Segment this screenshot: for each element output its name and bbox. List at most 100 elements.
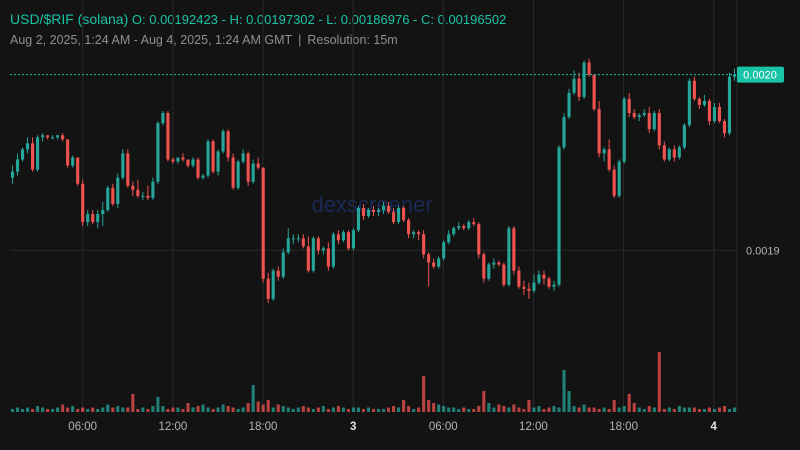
volume-bar — [602, 407, 606, 412]
candle — [256, 163, 260, 168]
volume-bar — [497, 404, 501, 412]
candle — [271, 270, 275, 299]
volume-bar — [627, 394, 631, 412]
volume-bar — [547, 407, 551, 412]
candle — [427, 254, 431, 263]
volume-bar — [196, 406, 200, 412]
candle — [692, 80, 696, 99]
candle — [341, 232, 345, 241]
candle — [407, 220, 411, 235]
volume-bar — [442, 406, 446, 412]
volume-bar — [527, 400, 531, 412]
chart-subheader: Aug 2, 2025, 1:24 AM - Aug 4, 2025, 1:24… — [10, 33, 398, 47]
candle — [557, 147, 561, 285]
volume-bar — [231, 407, 235, 412]
volume-bar — [271, 407, 275, 412]
volume-bar — [316, 407, 320, 412]
candle — [537, 274, 541, 283]
volume-bar — [587, 407, 591, 412]
volume-bar — [727, 409, 732, 412]
volume-bar — [351, 407, 355, 412]
volume-bar — [161, 406, 165, 412]
volume-bar — [111, 407, 115, 412]
x-tick-label: 12:00 — [519, 421, 548, 433]
candle — [56, 135, 60, 138]
volume-bar — [617, 407, 621, 412]
candle — [76, 157, 80, 184]
volume-bar — [467, 409, 471, 412]
volume-bar — [101, 407, 105, 412]
candle — [311, 238, 315, 271]
resolution-label[interactable]: Resolution: 15m — [307, 33, 398, 47]
candle — [562, 117, 566, 148]
volume-bar — [41, 407, 45, 412]
candle — [346, 232, 350, 249]
volume-bar — [482, 391, 486, 412]
volume-bar — [592, 407, 596, 412]
candle — [657, 113, 661, 146]
volume-bar — [637, 407, 641, 412]
volume-bars — [10, 352, 737, 412]
candle — [116, 177, 120, 204]
volume-bar — [61, 404, 65, 412]
candle — [447, 234, 451, 243]
volume-bar — [652, 407, 656, 412]
candle — [291, 238, 295, 240]
candle — [442, 242, 446, 259]
volume-bar — [341, 407, 345, 412]
volume-bar — [326, 409, 330, 412]
candle — [151, 181, 155, 198]
candle — [316, 238, 320, 251]
volume-bar — [366, 407, 371, 412]
candle — [667, 149, 671, 160]
volume-bar — [216, 407, 220, 412]
volume-bar — [121, 407, 125, 412]
candle — [101, 210, 105, 215]
candle — [492, 262, 496, 265]
volume-bar — [562, 370, 566, 412]
volume-bar — [452, 407, 456, 412]
volume-bar — [211, 409, 215, 412]
candle — [502, 264, 506, 285]
volume-bar — [281, 406, 285, 412]
candle — [392, 212, 396, 223]
volume-bar — [276, 404, 280, 412]
candle — [687, 80, 691, 126]
y-tick-label: 0.0019 — [746, 245, 780, 257]
candle — [131, 185, 135, 190]
volume-bar — [542, 409, 546, 412]
volume-bar — [286, 407, 290, 412]
candle — [156, 123, 160, 182]
candle — [216, 151, 220, 172]
candle — [276, 270, 280, 277]
volume-bar — [537, 406, 541, 412]
candle — [552, 284, 556, 287]
candle — [206, 141, 210, 176]
candle — [642, 113, 646, 116]
candles — [10, 58, 737, 303]
candle — [106, 187, 110, 210]
last-price-marker: 0.0020 — [10, 66, 784, 83]
candle — [432, 262, 436, 267]
candle — [412, 232, 416, 235]
volume-bar — [687, 407, 691, 412]
volume-bar — [131, 394, 135, 412]
volume-bar — [492, 407, 496, 412]
candle — [281, 252, 285, 277]
candle — [296, 238, 300, 240]
candle — [607, 149, 611, 170]
volume-bar — [376, 409, 381, 412]
candle — [482, 254, 486, 279]
volume-bar — [261, 404, 265, 412]
time-range: Aug 2, 2025, 1:24 AM - Aug 4, 2025, 1:24… — [10, 33, 293, 47]
volume-bar — [76, 409, 80, 412]
candle — [241, 153, 245, 162]
volume-bar — [336, 406, 340, 412]
volume-bar — [15, 407, 20, 412]
volume-bar — [226, 406, 230, 412]
candle — [402, 207, 406, 221]
candle — [201, 175, 205, 178]
pair-title[interactable]: USD/$RIF (solana) — [10, 11, 129, 27]
candle — [467, 222, 471, 229]
